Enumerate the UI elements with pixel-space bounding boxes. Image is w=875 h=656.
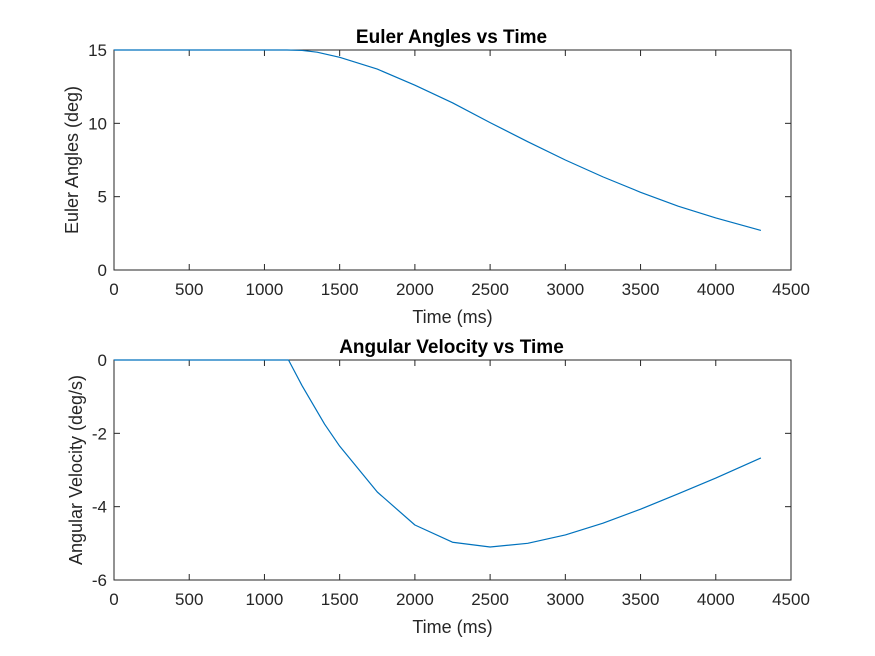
x-tick-label: 3000 <box>546 280 584 299</box>
y-tick-label: 10 <box>88 114 107 133</box>
chart-title: Angular Velocity vs Time <box>339 337 564 358</box>
y-tick-label: -4 <box>92 498 107 517</box>
y-axis-label: Angular Velocity (deg/s) <box>66 375 86 565</box>
x-tick-label: 2000 <box>396 280 434 299</box>
chart-title: Euler Angles vs Time <box>356 27 547 48</box>
euler-angles-axes: 0 500 1000 1500 2000 2500 3000 3500 4000 4500 0 5 10… <box>62 27 810 327</box>
y-tick-label: 0 <box>98 351 107 370</box>
x-tick-label: 500 <box>175 280 203 299</box>
x-tick-label: 2000 <box>396 590 434 609</box>
x-axis-label: Time (ms) <box>412 307 492 327</box>
x-tick-label: 3500 <box>622 280 660 299</box>
y-tick-label: -2 <box>92 424 107 443</box>
x-tick-label: 0 <box>109 280 118 299</box>
x-axis-label: Time (ms) <box>412 617 492 637</box>
x-tick-label: 3000 <box>546 590 584 609</box>
x-tick-label: 2500 <box>471 590 509 609</box>
x-tick-label: 1000 <box>246 590 284 609</box>
plot-area <box>113 359 792 581</box>
y-tick-label: 5 <box>98 188 107 207</box>
y-tick-label: 15 <box>88 41 107 60</box>
plot-area <box>113 49 792 271</box>
angular-velocity-axes: 0 500 1000 1500 2000 2500 3000 3500 4000 4500 -6 -4… <box>66 337 810 637</box>
y-tick-label: 0 <box>98 261 107 280</box>
x-tick-label: 4500 <box>772 590 810 609</box>
y-tick-label: -6 <box>92 571 107 590</box>
x-tick-label: 3500 <box>622 590 660 609</box>
y-axis-label: Euler Angles (deg) <box>62 86 82 234</box>
x-tick-label: 1500 <box>321 280 359 299</box>
x-tick-label: 1000 <box>246 280 284 299</box>
x-tick-label: 2500 <box>471 280 509 299</box>
x-tick-label: 4000 <box>697 590 735 609</box>
series-line <box>114 49 762 231</box>
x-tick-label: 500 <box>175 590 203 609</box>
x-tick-label: 0 <box>109 590 118 609</box>
x-tick-label: 4500 <box>772 280 810 299</box>
x-tick-label: 1500 <box>321 590 359 609</box>
series-line <box>114 359 762 548</box>
x-tick-label: 4000 <box>697 280 735 299</box>
